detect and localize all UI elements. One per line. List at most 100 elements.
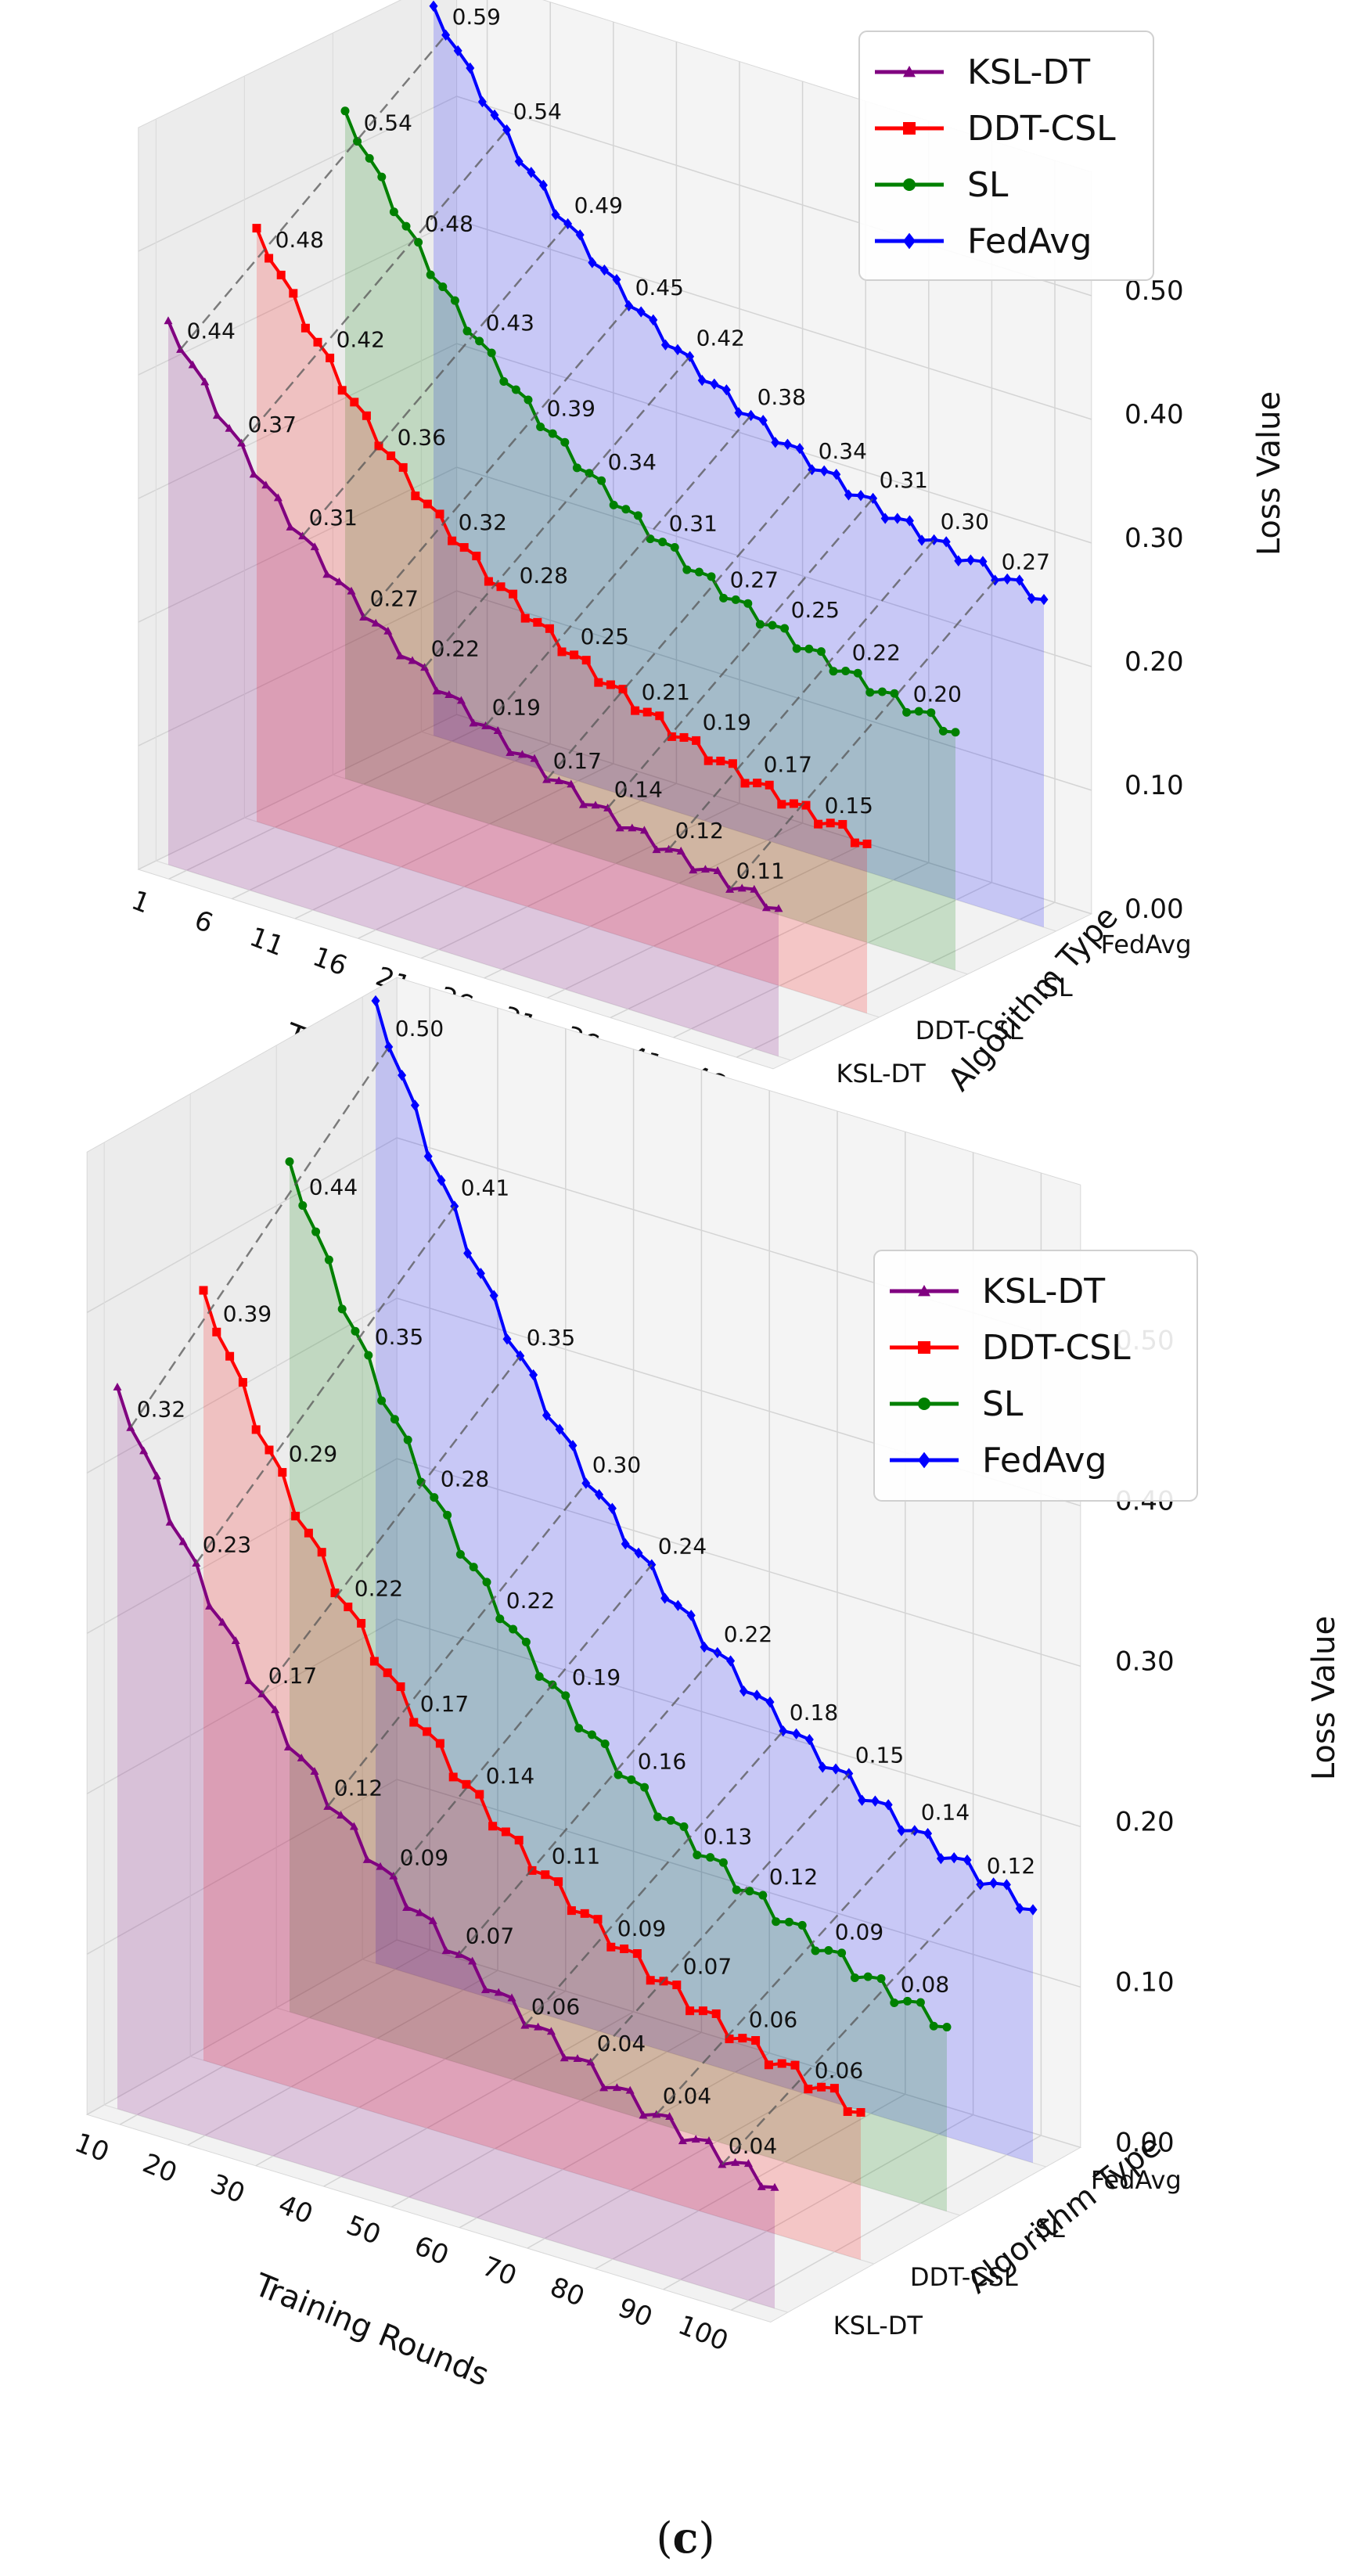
data-point	[489, 1290, 498, 1301]
series-fill	[434, 5, 1044, 927]
data-point	[517, 750, 527, 758]
data-point	[344, 1603, 353, 1612]
z-tick-label: 0.00	[1115, 2127, 1175, 2158]
data-point	[152, 1471, 161, 1480]
legend-marker	[918, 1341, 930, 1354]
data-point	[218, 1617, 227, 1626]
data-point	[670, 543, 679, 552]
z-axis-label: Loss Value	[1306, 1616, 1342, 1780]
x-tick-label: 16	[308, 941, 351, 983]
data-point	[795, 442, 804, 455]
data-label: 0.38	[757, 384, 806, 410]
data-point	[383, 626, 393, 635]
data-point	[205, 1601, 214, 1610]
data-point	[493, 726, 502, 735]
data-point	[496, 582, 506, 592]
data-label: 0.04	[663, 2083, 711, 2109]
data-label: 0.54	[513, 99, 562, 124]
data-point	[686, 1610, 696, 1621]
data-point	[1028, 1904, 1038, 1916]
data-point	[514, 156, 524, 167]
data-point	[326, 353, 335, 362]
data-label: 0.11	[552, 1844, 600, 1869]
data-point	[200, 377, 210, 386]
data-point	[591, 801, 600, 809]
data-point	[792, 1728, 801, 1740]
data-point	[429, 0, 438, 12]
data-point	[710, 378, 719, 390]
data-label: 0.48	[425, 211, 473, 237]
data-point	[238, 1378, 247, 1387]
data-point	[283, 1743, 293, 1750]
data-point	[533, 617, 542, 627]
data-point	[450, 296, 459, 305]
data-label: 0.27	[730, 567, 779, 592]
series-fill	[257, 228, 867, 1014]
data-label: 0.50	[395, 1016, 444, 1042]
data-label: 0.20	[913, 681, 962, 707]
z-tick-label: 0.30	[1115, 1646, 1175, 1677]
data-point	[804, 644, 814, 653]
chart-panel-c: 0.50 0.41 0.35 0.30 0.24 0.22 0.18 0.15 0.14 0.12…	[70, 977, 1342, 2563]
data-point	[824, 1946, 833, 1955]
data-point	[178, 1537, 188, 1545]
data-point	[951, 728, 960, 737]
data-point	[927, 708, 936, 718]
data-point	[936, 1853, 945, 1865]
data-point	[587, 1730, 596, 1740]
data-label: 0.06	[815, 2058, 863, 2084]
data-point	[738, 2034, 747, 2043]
data-point	[676, 847, 686, 854]
x-tick-label: 100	[674, 2309, 732, 2357]
data-point	[731, 2157, 740, 2166]
data-label: 0.22	[724, 1621, 772, 1647]
data-point	[938, 726, 948, 736]
data-point	[377, 1396, 387, 1405]
x-tick-label: 50	[342, 2210, 385, 2251]
data-point	[673, 344, 682, 355]
data-point	[401, 221, 411, 231]
data-point	[362, 411, 371, 420]
data-point	[966, 554, 975, 566]
data-point	[1039, 593, 1049, 606]
data-point	[716, 757, 725, 766]
data-point	[387, 451, 396, 460]
data-point	[276, 270, 286, 279]
data-label: 0.22	[354, 1576, 403, 1602]
data-point	[774, 904, 783, 912]
data-label: 0.17	[553, 748, 602, 774]
legend-marker	[918, 1398, 930, 1410]
data-point	[753, 779, 762, 788]
data-point	[251, 1425, 261, 1434]
data-point	[297, 1753, 306, 1761]
data-point	[771, 437, 780, 448]
y-tick-label: KSL-DT	[836, 1059, 926, 1088]
data-label: 0.59	[452, 4, 501, 30]
data-point	[527, 167, 536, 178]
data-point	[520, 613, 530, 623]
data-point	[524, 395, 533, 405]
data-label: 0.37	[248, 412, 297, 437]
data-label: 0.39	[223, 1301, 272, 1326]
data-point	[850, 1973, 859, 1982]
x-tick-label: 60	[410, 2230, 453, 2272]
data-point	[665, 2112, 675, 2121]
data-label: 0.30	[592, 1452, 641, 1478]
data-point	[880, 513, 890, 524]
data-point	[362, 1855, 372, 1863]
data-label: 0.19	[492, 694, 541, 720]
data-point	[599, 264, 609, 276]
data-point	[164, 316, 173, 325]
data-point	[389, 207, 398, 217]
data-point	[494, 1988, 503, 1996]
data-point	[490, 109, 499, 121]
data-point	[634, 1547, 643, 1559]
data-point	[466, 62, 475, 74]
data-point	[555, 1423, 564, 1435]
data-point	[581, 656, 591, 665]
data-point	[978, 556, 988, 567]
data-point	[631, 706, 640, 715]
data-point	[568, 1440, 578, 1452]
data-point	[1027, 592, 1036, 605]
x-tick-label: 20	[139, 2148, 182, 2189]
